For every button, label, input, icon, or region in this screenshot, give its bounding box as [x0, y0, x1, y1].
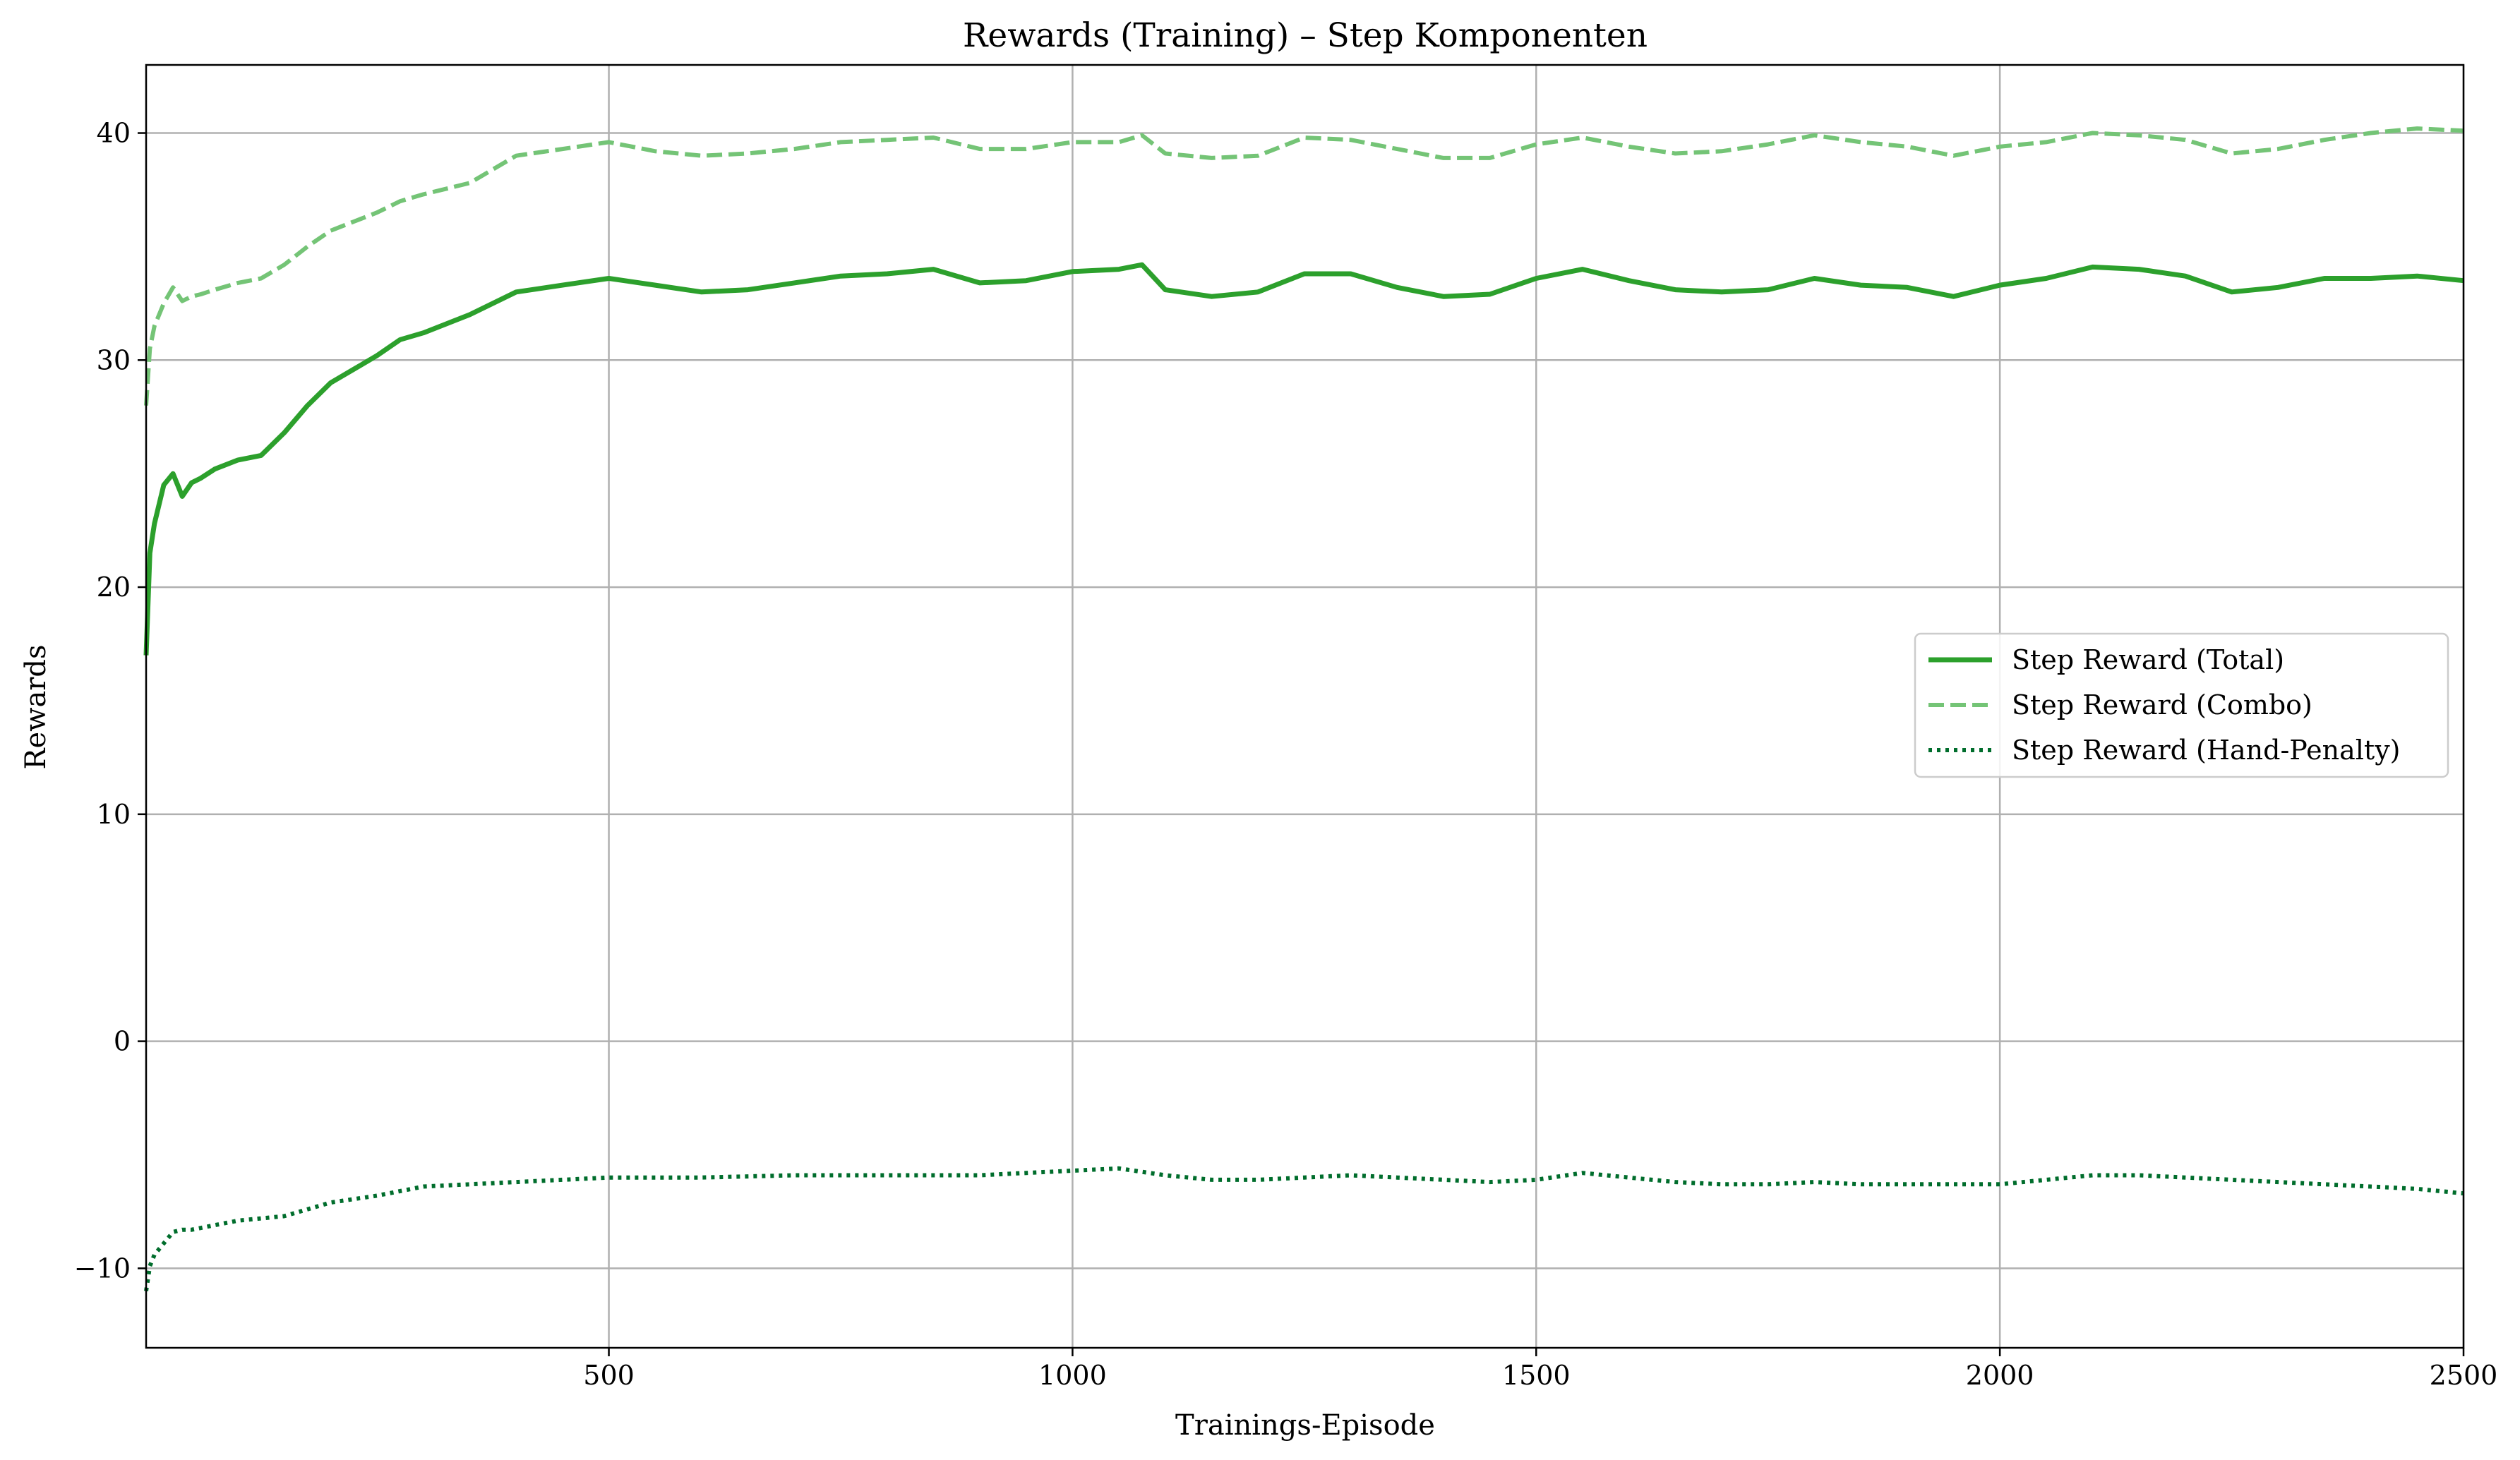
legend-label: Step Reward (Combo)	[2012, 689, 2312, 720]
y-tick-label: 0	[114, 1026, 131, 1057]
x-axis-label: Trainings-Episode	[1175, 1409, 1435, 1442]
legend: Step Reward (Total) Step Reward (Combo) St…	[1914, 632, 2449, 778]
series-line-step-reward-combo	[144, 126, 2464, 406]
legend-label: Step Reward (Total)	[2012, 644, 2284, 675]
x-tick-label: 1500	[1502, 1360, 1571, 1391]
x-tick-label: 2000	[1966, 1360, 2034, 1391]
y-axis-label: Rewards	[20, 644, 52, 769]
chart-title: Rewards (Training) – Step Komponenten	[963, 16, 1648, 55]
y-tick-label: 30	[97, 344, 131, 375]
y-tick-label: 10	[97, 799, 131, 830]
y-tick-label: −10	[74, 1253, 131, 1284]
y-tick-label: 40	[97, 118, 131, 149]
series-line-step-reward-hand-penalty	[144, 1166, 2464, 1292]
series-line-step-reward-total	[143, 262, 2464, 656]
x-tick-label: 1000	[1038, 1360, 1107, 1391]
x-tick-label: 500	[583, 1360, 635, 1391]
legend-entries: Step Reward (Total) Step Reward (Combo) St…	[1928, 644, 2401, 766]
axis-ticks: 500 1000 1500 2000 2500 −10 0 10 20 30 40	[74, 118, 2498, 1391]
legend-box	[1914, 632, 2449, 778]
plot-frame	[145, 64, 2465, 1349]
x-tick-label: 2500	[2430, 1360, 2498, 1391]
series-layer	[143, 126, 2464, 1292]
y-tick-label: 20	[97, 572, 131, 603]
legend-label: Step Reward (Hand-Penalty)	[2012, 735, 2401, 766]
